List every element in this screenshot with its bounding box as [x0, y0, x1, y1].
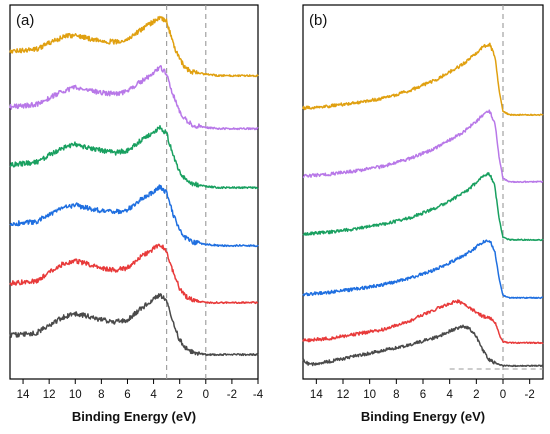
reference-lines-b — [449, 5, 543, 379]
panel-b: 14 12 10 8 6 4 2 0 -2 (b) Binding Energy (eV) — [302, 4, 544, 424]
x-tick-label-a-9: -4 — [253, 389, 264, 401]
x-tick-label-b-5: 4 — [446, 389, 453, 401]
spectrum-line-a-2 — [9, 65, 259, 131]
x-axis-title-a: Binding Energy (eV) — [72, 409, 196, 424]
x-ticks-b: 14 12 10 8 6 4 2 0 -2 — [310, 379, 535, 401]
spectrum-line-a-1 — [9, 15, 259, 78]
panel-label-b: (b) — [309, 12, 327, 29]
x-tick-label-b-1: 12 — [337, 389, 350, 401]
spectrum-line-a-6 — [9, 293, 259, 357]
series-group-b — [302, 42, 544, 368]
x-tick-label-a-6: 2 — [176, 389, 182, 401]
x-tick-label-b-4: 6 — [420, 389, 426, 401]
x-tick-label-a-7: 0 — [203, 389, 209, 401]
spectrum-line-b-2 — [302, 109, 544, 184]
spectrum-line-a-5 — [9, 243, 259, 305]
reference-lines-a — [166, 5, 207, 379]
spectrum-line-b-5 — [302, 299, 544, 345]
x-tick-label-a-3: 8 — [98, 389, 104, 401]
panel-label-a: (a) — [16, 12, 34, 29]
x-tick-label-b-0: 14 — [310, 389, 323, 401]
x-tick-label-a-2: 10 — [69, 389, 82, 401]
x-tick-label-a-8: -2 — [227, 389, 237, 401]
series-group-a — [9, 15, 259, 357]
x-tick-label-a-4: 6 — [124, 389, 130, 401]
x-axis-title-b: Binding Energy (eV) — [361, 409, 485, 424]
x-tick-label-a-1: 12 — [43, 389, 56, 401]
x-tick-label-b-2: 10 — [363, 389, 376, 401]
x-ticks-a: 14 12 10 8 6 4 2 0 -2 -4 — [17, 379, 264, 401]
spectrum-line-b-3 — [302, 172, 544, 242]
spectrum-line-a-4 — [9, 184, 259, 248]
spectrum-line-b-6 — [302, 324, 544, 368]
panel-a: 14 12 10 8 6 4 2 0 -2 -4 (a) Binding Energy (eV) — [9, 4, 264, 424]
x-tick-label-a-0: 14 — [17, 389, 30, 401]
plot-frame-b — [302, 4, 544, 380]
x-tick-label-a-5: 4 — [150, 389, 157, 401]
x-tick-label-b-8: -2 — [525, 389, 535, 401]
spectrum-line-b-1 — [302, 42, 544, 117]
x-tick-label-b-3: 8 — [393, 389, 399, 401]
spectrum-line-a-3 — [9, 125, 259, 190]
spectrum-line-b-4 — [302, 239, 544, 300]
x-tick-label-b-6: 2 — [473, 389, 479, 401]
plot-frame-a — [9, 4, 259, 380]
x-tick-label-b-7: 0 — [500, 389, 506, 401]
